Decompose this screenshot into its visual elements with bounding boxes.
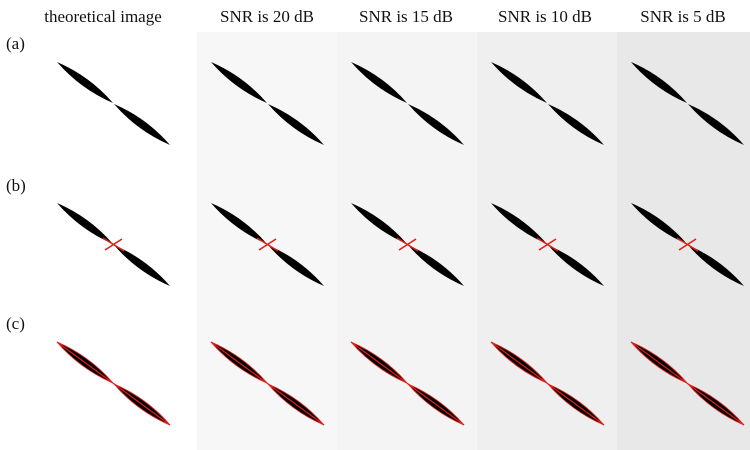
center-marker [103, 238, 124, 251]
object-image [57, 62, 170, 145]
object-image [57, 342, 170, 425]
panel-background [477, 32, 617, 450]
column-header: SNR is 20 dB [220, 7, 314, 26]
panel-background [197, 32, 337, 450]
column-header: theoretical image [44, 7, 162, 26]
panel-background [337, 32, 477, 450]
object-shape [57, 62, 170, 145]
row-label: (c) [6, 314, 25, 333]
row-label: (b) [6, 176, 26, 195]
column-header: SNR is 10 dB [498, 7, 592, 26]
row-label: (a) [6, 34, 25, 53]
fit-line [57, 342, 170, 425]
object-image [57, 203, 170, 286]
figure: theoretical image SNR is 20 dB SNR is 15… [0, 0, 750, 450]
column-header: SNR is 15 dB [359, 7, 453, 26]
column-header: SNR is 5 dB [640, 7, 726, 26]
